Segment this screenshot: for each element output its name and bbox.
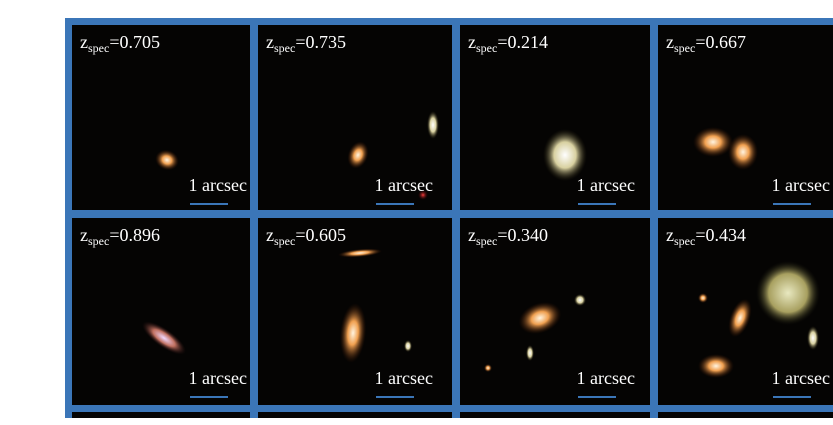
galaxy xyxy=(427,111,439,139)
redshift-label: zspec=0.705 xyxy=(80,32,160,55)
redshift-subscript: spec xyxy=(674,234,695,248)
scale-label: 1 arcsec xyxy=(189,175,247,195)
image-panel: zspec=0.735 1 arcsec xyxy=(258,25,452,210)
redshift-symbol: z xyxy=(80,32,88,52)
redshift-subscript: spec xyxy=(476,41,497,55)
redshift-subscript: spec xyxy=(88,234,109,248)
redshift-label: zspec=0.896 xyxy=(80,225,160,248)
redshift-label: zspec=0.605 xyxy=(266,225,346,248)
image-panel: zspec=0.214 1 arcsec xyxy=(460,25,650,210)
galaxy xyxy=(518,302,562,334)
image-panel: zspec=0.896 1 arcsec xyxy=(72,218,250,405)
galaxy xyxy=(543,129,587,181)
redshift-symbol: z xyxy=(666,225,674,245)
redshift-label: zspec=0.214 xyxy=(468,32,548,55)
panel-background xyxy=(72,218,250,405)
galaxy xyxy=(347,141,369,169)
redshift-value: =0.214 xyxy=(497,32,548,52)
galaxy xyxy=(698,354,734,378)
scale-label: 1 arcsec xyxy=(375,175,433,195)
galaxy xyxy=(418,190,428,200)
redshift-label: zspec=0.340 xyxy=(468,225,548,248)
redshift-subscript: spec xyxy=(674,41,695,55)
panel-background xyxy=(460,412,650,418)
scale-label: 1 arcsec xyxy=(375,368,433,388)
scale-label: 1 arcsec xyxy=(189,368,247,388)
galaxy xyxy=(574,294,586,306)
image-panel: zspec=0.705 1 arcsec xyxy=(72,25,250,210)
galaxy xyxy=(155,149,179,171)
galaxy xyxy=(404,340,412,352)
redshift-value: =0.705 xyxy=(109,32,160,52)
galaxy xyxy=(142,321,186,355)
image-panel: zspec=0.434 1 arcsec xyxy=(658,218,833,405)
panel-background xyxy=(72,25,250,210)
galaxy xyxy=(698,293,708,303)
scale-label: 1 arcsec xyxy=(772,368,830,388)
redshift-label: zspec=0.434 xyxy=(666,225,746,248)
galaxy xyxy=(338,248,382,258)
galaxy xyxy=(756,261,820,325)
redshift-label: zspec=0.735 xyxy=(266,32,346,55)
scale-label: 1 arcsec xyxy=(772,175,830,195)
galaxy xyxy=(526,345,534,361)
redshift-value: =0.340 xyxy=(497,225,548,245)
redshift-subscript: spec xyxy=(274,234,295,248)
redshift-label: zspec=0.667 xyxy=(666,32,746,55)
image-panel: zspec=0.340 1 arcsec xyxy=(460,218,650,405)
image-panel: zspec=0.605 1 arcsec xyxy=(258,218,452,405)
redshift-symbol: z xyxy=(80,225,88,245)
galaxy xyxy=(807,326,819,350)
redshift-symbol: z xyxy=(666,32,674,52)
redshift-value: =0.605 xyxy=(295,225,346,245)
redshift-symbol: z xyxy=(468,225,476,245)
scale-label: 1 arcsec xyxy=(577,175,635,195)
galaxy xyxy=(728,134,758,170)
redshift-value: =0.434 xyxy=(695,225,746,245)
galaxy xyxy=(693,127,733,157)
panel-background xyxy=(460,25,650,210)
panel-background xyxy=(72,412,250,418)
redshift-subscript: spec xyxy=(476,234,497,248)
redshift-symbol: z xyxy=(468,32,476,52)
redshift-subscript: spec xyxy=(88,41,109,55)
image-panel: zspec=0.667 1 arcsec xyxy=(658,25,833,210)
panel-background xyxy=(658,412,833,418)
redshift-symbol: z xyxy=(266,225,274,245)
galaxy xyxy=(728,298,752,338)
redshift-subscript: spec xyxy=(274,41,295,55)
redshift-value: =0.735 xyxy=(295,32,346,52)
galaxy xyxy=(339,303,367,363)
panel-background xyxy=(258,25,452,210)
panel-background xyxy=(258,412,452,418)
scale-label: 1 arcsec xyxy=(577,368,635,388)
panel-background xyxy=(658,25,833,210)
redshift-value: =0.667 xyxy=(695,32,746,52)
redshift-value: =0.896 xyxy=(109,225,160,245)
redshift-symbol: z xyxy=(266,32,274,52)
galaxy xyxy=(484,364,492,372)
